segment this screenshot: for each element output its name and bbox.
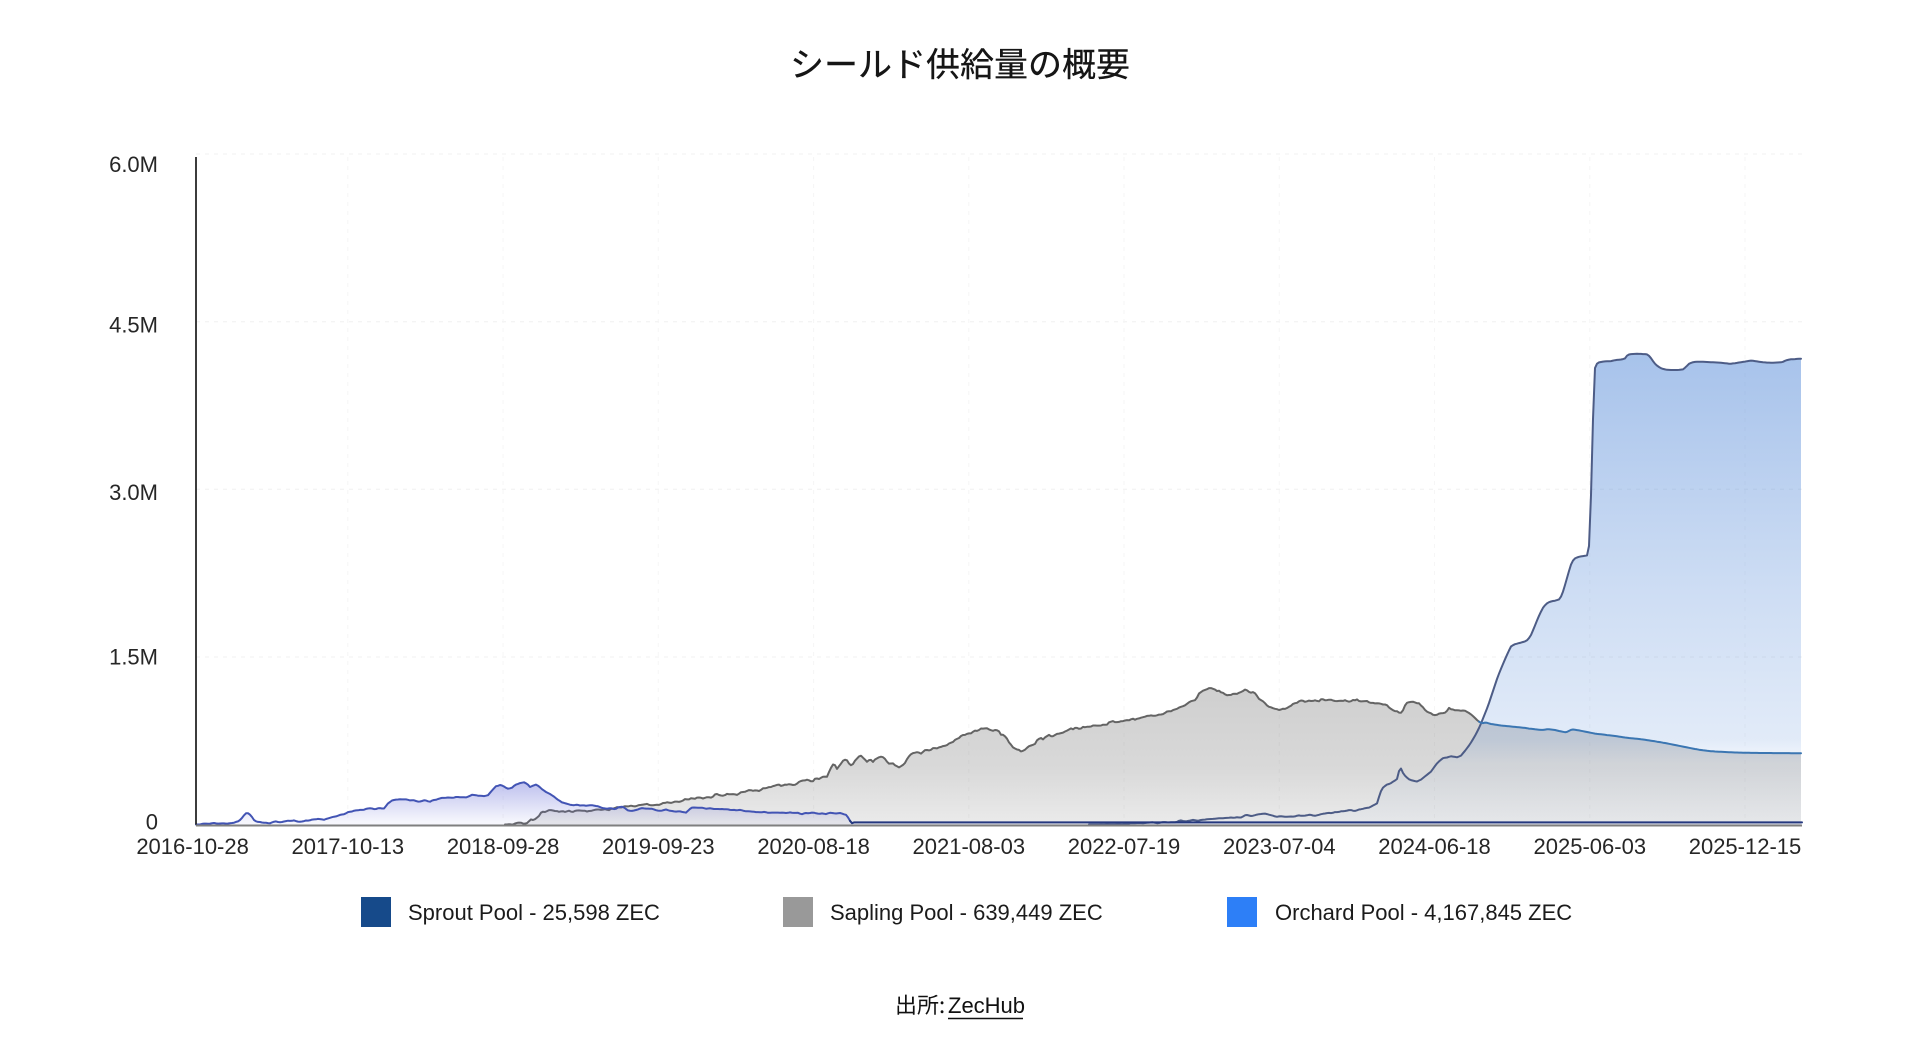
svg-text:ZecHub: ZecHub xyxy=(948,993,1025,1018)
svg-text:2023-07-04: 2023-07-04 xyxy=(1223,834,1336,859)
svg-text:2018-09-28: 2018-09-28 xyxy=(447,834,560,859)
svg-text:Orchard Pool - 4,167,845 ZEC: Orchard Pool - 4,167,845 ZEC xyxy=(1275,900,1572,925)
svg-text:2022-07-19: 2022-07-19 xyxy=(1068,834,1181,859)
svg-text:2016-10-28: 2016-10-28 xyxy=(136,834,249,859)
svg-text:2020-08-18: 2020-08-18 xyxy=(757,834,870,859)
svg-text:2025-06-03: 2025-06-03 xyxy=(1534,834,1647,859)
svg-text:6.0M: 6.0M xyxy=(109,152,158,177)
svg-text:2021-08-03: 2021-08-03 xyxy=(913,834,1026,859)
svg-text:0: 0 xyxy=(146,809,158,834)
svg-text:2019-09-23: 2019-09-23 xyxy=(602,834,715,859)
svg-text:4.5M: 4.5M xyxy=(109,313,158,338)
svg-text:2025-12-15: 2025-12-15 xyxy=(1689,834,1802,859)
svg-text:1.5M: 1.5M xyxy=(109,645,158,670)
svg-text:Sprout Pool - 25,598 ZEC: Sprout Pool - 25,598 ZEC xyxy=(408,900,660,925)
svg-text:2024-06-18: 2024-06-18 xyxy=(1378,834,1491,859)
svg-text:3.0M: 3.0M xyxy=(109,480,158,505)
svg-text:Sapling Pool - 639,449 ZEC: Sapling Pool - 639,449 ZEC xyxy=(830,900,1103,925)
svg-text:2017-10-13: 2017-10-13 xyxy=(292,834,405,859)
